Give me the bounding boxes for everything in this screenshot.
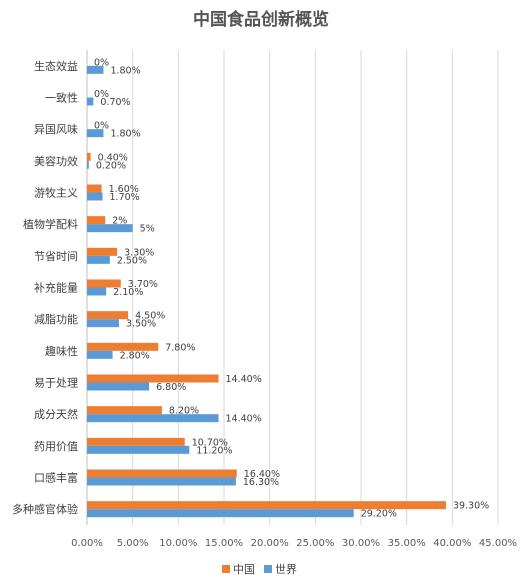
x-tick-label: 5.00% [117,538,149,549]
data-label: 0% [94,89,109,100]
category-label: 生态效益 [34,59,78,73]
bar-china [87,342,159,351]
data-labels: 0%1.80%0%0.70%0%1.80%0.40%0.20%1.60%1.70… [94,57,489,519]
bars [87,65,446,518]
category-label: 植物学配料 [23,217,78,231]
data-label: 7.80% [165,342,195,353]
legend-swatch [264,565,272,573]
data-label: 1.70% [110,192,140,203]
bar-china [87,374,219,383]
bar-world [87,445,190,454]
category-label: 一致性 [45,91,78,105]
x-tick-label: 15.00% [205,538,243,549]
gridlines [86,50,499,525]
category-label: 药用价值 [34,440,78,453]
bar-china [87,311,129,320]
bar-world [87,65,104,74]
bar-world [87,97,94,106]
data-label: 1.80% [110,65,140,76]
x-tick-label: 10.00% [159,538,197,549]
data-label: 2% [112,216,127,227]
bar-world [87,224,133,233]
bar-world [87,160,89,169]
category-label: 易于处理 [34,377,78,390]
bar-world [87,287,107,296]
category-label: 多种感官体验 [12,502,78,516]
bar-china [87,501,446,510]
x-tick-label: 40.00% [433,538,471,549]
bar-china [87,406,162,415]
bar-world [87,414,219,423]
data-label: 0.70% [100,97,130,108]
data-label: 16.30% [243,477,279,488]
category-label: 美容功效 [34,154,78,168]
bar-world [87,350,113,359]
category-label: 游牧主义 [34,186,78,200]
data-label: 1.80% [110,129,140,140]
bar-world [87,192,103,201]
x-tick-label: 0.00% [71,538,103,549]
data-label: 14.40% [226,374,262,385]
bar-world [87,382,150,391]
bar-world [87,255,110,264]
chart-title: 中国食品创新概览 [193,9,329,30]
bar-china [87,152,91,161]
data-label: 5% [140,224,155,235]
data-label: 2.10% [113,287,143,298]
category-labels: 生态效益一致性异国风味美容功效游牧主义植物学配料节省时间补充能量减脂功能趣味性易… [12,59,78,516]
bar-world [87,129,104,138]
bar-china [87,437,185,446]
data-label: 1.60% [109,184,139,195]
data-label: 10.70% [192,437,228,448]
legend-swatch [222,565,230,573]
x-tick-label: 25.00% [296,538,334,549]
data-label: 39.30% [453,501,489,512]
bar-world [87,477,236,486]
legend-label: 世界 [275,563,297,576]
data-label: 0.40% [98,152,128,163]
data-label: 14.40% [226,414,262,425]
bar-china [87,216,106,225]
data-label: 4.50% [135,311,165,322]
bar-world [87,509,354,518]
x-tick-label: 35.00% [388,538,426,549]
category-label: 趣味性 [45,344,78,358]
data-label: 2.80% [120,350,150,361]
category-label: 补充能量 [34,281,78,295]
category-label: 异国风味 [34,123,78,136]
category-label: 成分天然 [34,407,78,421]
data-label: 0% [94,57,109,68]
data-label: 0.20% [96,160,126,171]
data-label: 3.50% [126,319,156,330]
category-label: 节省时间 [34,250,78,263]
bar-china [87,184,102,193]
data-label: 11.20% [196,445,232,456]
bar-china [87,279,121,288]
data-label: 3.70% [128,279,158,290]
category-label: 减脂功能 [34,312,78,326]
data-label: 29.20% [361,509,397,520]
data-label: 3.30% [124,247,154,258]
bar-china [87,247,118,256]
data-label: 6.80% [156,382,186,393]
data-label: 2.50% [117,255,147,266]
x-tick-labels: 0.00% 5.00% 10.00% 15.00% 20.00% 25.00% 30.00%… [71,538,517,549]
legend: 中国 世界 [222,563,297,576]
bar-china [87,469,237,478]
bar-world [87,319,119,328]
data-label: 16.40% [244,469,280,480]
x-tick-label: 30.00% [342,538,380,549]
x-tick-label: 45.00% [479,538,517,549]
legend-label: 中国 [233,563,255,576]
data-label: 8.20% [169,406,199,417]
x-tick-label: 20.00% [251,538,289,549]
category-label: 口感丰富 [34,471,78,485]
data-label: 0% [94,121,109,132]
